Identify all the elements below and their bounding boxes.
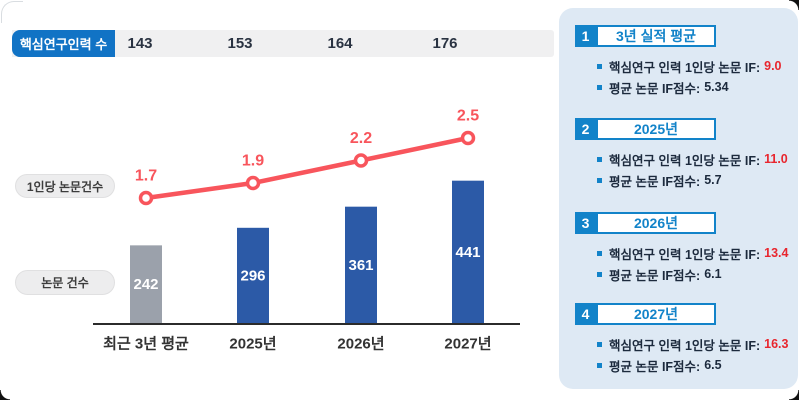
bar [237, 227, 269, 324]
metric-value: 16.3 [764, 337, 789, 351]
bullet-square-icon [597, 84, 602, 90]
metric-value: 5.34 [704, 80, 729, 94]
corner-artifact [0, 390, 10, 400]
section-metrics: 핵심연구 인력 1인당 논문 IF: 16.3 평균 논문 IF점수: 6.5 [597, 337, 798, 374]
section-metrics: 핵심연구 인력 1인당 논문 IF: 9.0 평균 논문 IF점수: 5.34 [597, 59, 798, 96]
line-point-marker [460, 130, 476, 146]
metric-label: 핵심연구 인력 1인당 논문 IF: [609, 153, 761, 168]
personnel-count-value: 143 [127, 35, 153, 52]
yearly-if-panel: 1 3년 실적 평균 핵심연구 인력 1인당 논문 IF: 9.0 평균 논문 IF점수… [559, 8, 798, 389]
section-metrics: 핵심연구 인력 1인당 논문 IF: 13.4 평균 논문 IF점수: 6.1 [597, 246, 798, 283]
metric-label: 핵심연구 인력 1인당 논문 IF: [609, 60, 761, 75]
bar [345, 206, 377, 324]
line-series [143, 135, 471, 201]
personnel-count-value: 153 [227, 35, 253, 52]
metric-value: 9.0 [764, 59, 782, 73]
x-axis-label: 2026년 [337, 336, 384, 353]
x-axis-label: 최근 3년 평균 [103, 335, 189, 353]
x-axis-label: 2025년 [229, 336, 276, 353]
section-number-badge: 2 [575, 118, 596, 140]
bar [130, 245, 162, 324]
legend-line-pill: 1인당 논문건수 [15, 174, 115, 198]
section-header: 4 2027년 [575, 303, 798, 325]
metric-row: 핵심연구 인력 1인당 논문 IF: 16.3 [597, 337, 798, 353]
metric-value: 13.4 [764, 246, 789, 260]
line-point-marker [138, 190, 154, 206]
metric-row: 평균 논문 IF점수: 5.7 [597, 173, 798, 189]
bullet-square-icon [597, 177, 602, 183]
metric-row: 평균 논문 IF점수: 6.5 [597, 358, 798, 374]
metric-label: 평균 논문 IF점수: [609, 359, 701, 374]
metric-label: 평균 논문 IF점수: [609, 174, 701, 189]
card-corner-outline [1, 1, 23, 23]
section-header: 1 3년 실적 평균 [575, 25, 798, 47]
metric-row: 핵심연구 인력 1인당 논문 IF: 11.0 [597, 152, 798, 168]
line-point-label: 2.2 [350, 130, 372, 147]
line-point-label: 2.5 [457, 108, 479, 125]
personnel-count-value: 164 [327, 35, 353, 52]
section-title: 2025년 [596, 118, 716, 140]
bullet-square-icon [597, 271, 602, 277]
line-point-label: 1.9 [242, 153, 264, 170]
bar [452, 180, 484, 324]
section-header: 2 2025년 [575, 118, 798, 140]
personnel-badge: 핵심연구인력 수 [12, 30, 115, 57]
metric-label: 평균 논문 IF점수: [609, 81, 701, 96]
bar-value-label: 361 [348, 257, 373, 274]
metric-value: 5.7 [704, 173, 722, 187]
line-point-label: 1.7 [135, 168, 157, 185]
personnel-header-strip: 핵심연구인력 수 143 153 164 176 [12, 30, 554, 57]
bullet-square-icon [597, 250, 602, 256]
metric-row: 핵심연구 인력 1인당 논문 IF: 9.0 [597, 59, 798, 75]
metric-label: 평균 논문 IF점수: [609, 268, 701, 283]
section-number-badge: 1 [575, 25, 596, 47]
section-title: 2026년 [596, 212, 716, 234]
bullet-square-icon [597, 63, 602, 69]
metric-label: 핵심연구 인력 1인당 논문 IF: [609, 247, 761, 262]
metric-value: 6.5 [704, 358, 722, 372]
line-point-marker [353, 153, 369, 168]
section-number-badge: 3 [575, 212, 596, 234]
bullet-square-icon [597, 341, 602, 347]
bullet-square-icon [597, 156, 602, 162]
section-title: 3년 실적 평균 [596, 25, 716, 47]
corner-artifact [789, 390, 799, 400]
metric-label: 핵심연구 인력 1인당 논문 IF: [609, 338, 761, 353]
bar-value-label: 441 [455, 244, 480, 261]
personnel-count-value: 176 [432, 35, 458, 52]
bar-value-label: 296 [240, 267, 265, 284]
section-title: 2027년 [596, 303, 716, 325]
section-number-badge: 4 [575, 303, 596, 325]
bullet-square-icon [597, 362, 602, 368]
section-header: 3 2026년 [575, 212, 798, 234]
metric-row: 핵심연구 인력 1인당 논문 IF: 13.4 [597, 246, 798, 262]
line-point-marker [245, 175, 261, 191]
legend-bar-pill: 논문 건수 [15, 270, 115, 295]
bar-value-label: 242 [133, 276, 158, 293]
metric-row: 평균 논문 IF점수: 6.1 [597, 267, 798, 283]
metric-row: 평균 논문 IF점수: 5.34 [597, 80, 798, 96]
metric-value: 6.1 [704, 267, 722, 281]
x-axis-label: 2027년 [444, 336, 491, 353]
metric-value: 11.0 [764, 152, 788, 166]
section-metrics: 핵심연구 인력 1인당 논문 IF: 11.0 평균 논문 IF점수: 5.7 [597, 152, 798, 189]
corner-artifact [789, 0, 799, 10]
